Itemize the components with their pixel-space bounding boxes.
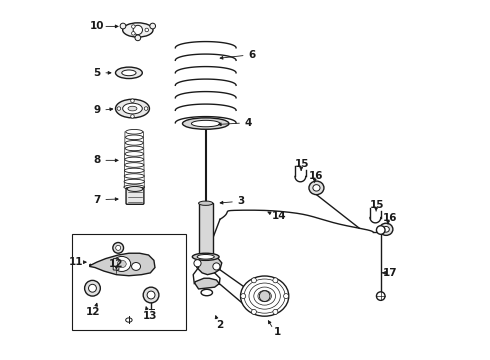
Circle shape [85,280,100,296]
Ellipse shape [124,163,144,167]
Ellipse shape [113,256,131,271]
Ellipse shape [124,185,145,189]
FancyBboxPatch shape [198,203,213,257]
Circle shape [133,25,143,35]
Ellipse shape [125,135,143,140]
Ellipse shape [125,152,144,156]
Circle shape [120,23,126,29]
Text: 9: 9 [93,105,100,115]
Ellipse shape [125,146,144,151]
Circle shape [273,309,278,314]
Circle shape [259,291,270,301]
Circle shape [113,243,123,253]
Circle shape [131,114,134,118]
Ellipse shape [379,223,393,235]
Ellipse shape [125,140,143,145]
Text: 6: 6 [248,50,256,60]
Ellipse shape [127,186,143,192]
Ellipse shape [124,179,145,184]
Text: 16: 16 [309,171,324,181]
Text: 12: 12 [109,259,123,269]
Circle shape [376,292,385,300]
Circle shape [143,287,159,303]
Ellipse shape [313,185,320,191]
Circle shape [251,278,256,283]
Ellipse shape [192,253,219,260]
FancyBboxPatch shape [126,188,144,204]
Circle shape [213,263,220,270]
Ellipse shape [197,255,214,259]
Circle shape [132,25,135,28]
Ellipse shape [241,276,289,316]
Circle shape [116,246,121,250]
Circle shape [89,284,97,292]
Ellipse shape [117,260,126,268]
Ellipse shape [383,226,390,232]
Ellipse shape [116,67,142,78]
Circle shape [194,260,201,267]
Circle shape [284,294,289,298]
Text: 15: 15 [370,200,385,210]
Ellipse shape [125,157,144,162]
Text: 13: 13 [143,311,158,321]
Ellipse shape [126,318,132,322]
Text: 5: 5 [93,68,100,78]
Ellipse shape [122,70,136,76]
Text: 3: 3 [238,197,245,206]
Ellipse shape [124,174,144,179]
Circle shape [135,35,141,41]
Circle shape [117,107,121,111]
Text: 8: 8 [93,156,100,165]
Circle shape [144,107,148,111]
Text: 1: 1 [273,327,281,337]
FancyBboxPatch shape [72,234,186,330]
Text: 15: 15 [295,159,309,169]
Circle shape [273,278,278,283]
Polygon shape [195,278,220,289]
Ellipse shape [201,289,213,296]
Circle shape [132,32,135,35]
Text: 12: 12 [86,307,100,317]
Ellipse shape [122,23,153,37]
Ellipse shape [132,262,141,270]
Circle shape [241,294,245,298]
Text: 17: 17 [382,268,397,278]
Circle shape [150,23,155,29]
FancyBboxPatch shape [113,258,119,270]
Ellipse shape [124,168,144,173]
Text: 2: 2 [217,320,223,330]
Text: 4: 4 [245,118,252,128]
Ellipse shape [309,181,324,195]
Ellipse shape [192,120,220,127]
Ellipse shape [128,106,137,111]
Circle shape [145,28,148,32]
Ellipse shape [122,103,142,114]
Text: 10: 10 [90,21,104,31]
Ellipse shape [198,201,213,205]
Circle shape [376,226,385,234]
Text: 11: 11 [69,257,83,267]
Circle shape [131,99,134,103]
Text: 7: 7 [93,195,100,204]
Polygon shape [90,253,155,276]
Ellipse shape [116,99,149,118]
Circle shape [147,291,155,299]
Circle shape [251,309,256,314]
Text: 16: 16 [382,212,397,222]
Text: 14: 14 [271,211,286,221]
Ellipse shape [182,118,229,129]
Ellipse shape [126,130,143,134]
Polygon shape [195,257,222,275]
